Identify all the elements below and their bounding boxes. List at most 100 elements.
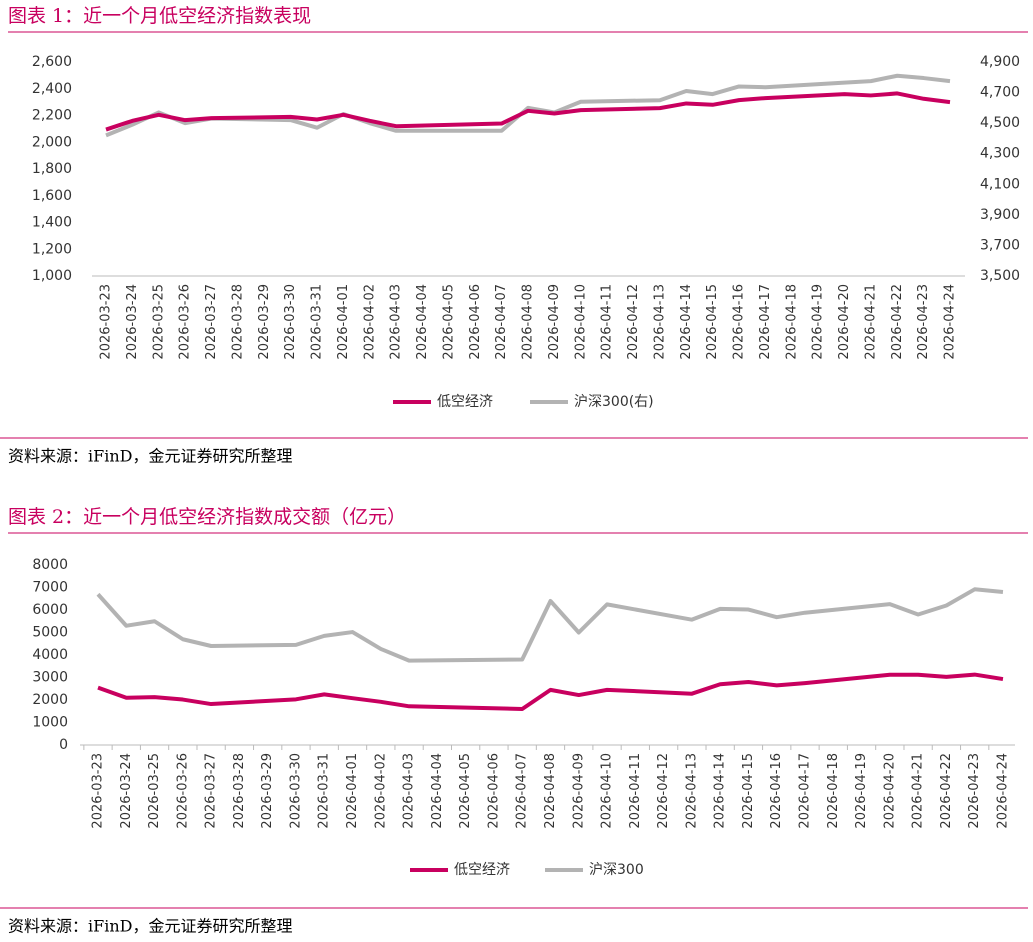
series-line (105, 91, 951, 132)
y-tick-label: 2,200 (32, 108, 72, 124)
x-tick-label: 2026-03-24 (119, 753, 134, 829)
x-tick-label: 2026-04-03 (402, 753, 417, 829)
y-tick-label: 0 (59, 737, 68, 753)
y2-tick-label: 3,900 (980, 207, 1020, 223)
legend-label: 低空经济 (437, 394, 493, 410)
series-line (105, 73, 951, 138)
x-tick-label: 2026-04-04 (415, 284, 430, 360)
x-tick-label: 2026-04-11 (628, 753, 643, 829)
y-tick-label: 4000 (32, 647, 68, 663)
y-tick-label: 5000 (32, 625, 68, 641)
x-tick-label: 2026-04-10 (600, 753, 615, 829)
figure-title: 图表 1：近一个月低空经济指数表现 (8, 5, 311, 27)
x-tick-label: 2026-04-16 (732, 284, 747, 360)
x-tick-label: 2026-04-15 (741, 753, 756, 829)
x-tick-label: 2026-04-12 (656, 753, 671, 829)
y-tick-label: 1,600 (32, 188, 72, 204)
y-tick-label: 6000 (32, 602, 68, 618)
x-tick-label: 2026-04-21 (863, 284, 878, 360)
x-tick-label: 2026-04-09 (547, 284, 562, 360)
x-tick-label: 2026-04-12 (626, 284, 641, 360)
x-tick-label: 2026-04-17 (798, 753, 813, 829)
y-tick-label: 2,000 (32, 134, 72, 150)
x-tick-label: 2026-04-23 (916, 284, 931, 360)
x-tick-label: 2026-04-24 (995, 753, 1010, 829)
x-tick-label: 2026-03-28 (230, 284, 245, 360)
x-tick-label: 2026-04-02 (362, 284, 377, 360)
x-tick-label: 2026-04-13 (684, 753, 699, 829)
x-tick-label: 2026-03-26 (175, 753, 190, 829)
x-tick-label: 2026-04-18 (826, 753, 841, 829)
x-tick-label: 2026-04-07 (515, 753, 530, 829)
x-tick-label: 2026-04-01 (336, 284, 351, 360)
x-tick-label: 2026-04-08 (521, 284, 536, 360)
x-tick-label: 2026-04-10 (573, 284, 588, 360)
y-tick-label: 1,400 (32, 215, 72, 231)
series-line (97, 672, 1004, 711)
x-tick-label: 2026-04-05 (441, 284, 456, 360)
x-tick-label: 2026-04-01 (345, 753, 360, 829)
y2-tick-label: 4,900 (980, 54, 1020, 70)
x-tick-label: 2026-04-22 (890, 284, 905, 360)
x-tick-label: 2026-04-22 (939, 753, 954, 829)
y2-tick-label: 4,700 (980, 85, 1020, 101)
x-tick-label: 2026-03-27 (204, 284, 219, 360)
x-tick-label: 2026-03-23 (91, 753, 106, 829)
x-tick-label: 2026-04-18 (784, 284, 799, 360)
y-tick-label: 7000 (32, 580, 68, 596)
x-tick-label: 2026-04-16 (769, 753, 784, 829)
x-tick-label: 2026-03-28 (232, 753, 247, 829)
series-line (96, 587, 1004, 663)
y-tick-label: 1000 (32, 715, 68, 731)
x-tick-label: 2026-04-14 (679, 284, 694, 360)
x-tick-label: 2026-04-23 (967, 753, 982, 829)
x-tick-label: 2026-04-19 (854, 753, 869, 829)
y-tick-label: 2,400 (32, 81, 72, 97)
x-tick-label: 2026-03-23 (99, 284, 114, 360)
x-tick-label: 2026-03-31 (310, 284, 325, 360)
x-tick-label: 2026-03-24 (125, 284, 140, 360)
x-tick-label: 2026-04-06 (468, 284, 483, 360)
x-tick-label: 2026-04-21 (911, 753, 926, 829)
legend-label: 低空经济 (454, 862, 510, 878)
figure-title: 图表 2：近一个月低空经济指数成交额（亿元） (8, 506, 406, 528)
y-tick-label: 8000 (32, 557, 68, 573)
x-tick-label: 2026-03-27 (204, 753, 219, 829)
x-tick-label: 2026-04-03 (389, 284, 404, 360)
x-tick-label: 2026-03-31 (317, 753, 332, 829)
x-tick-label: 2026-03-30 (283, 284, 298, 360)
x-tick-label: 2026-04-13 (652, 284, 667, 360)
y-tick-label: 1,000 (32, 268, 72, 284)
x-tick-label: 2026-04-14 (713, 753, 728, 829)
x-tick-label: 2026-04-17 (758, 284, 773, 360)
x-tick-label: 2026-04-06 (486, 753, 501, 829)
x-tick-label: 2026-04-20 (837, 284, 852, 360)
legend-label: 沪深300 (589, 862, 644, 878)
source-note: 资料来源：iFinD，金元证券研究所整理 (8, 447, 292, 466)
x-tick-label: 2026-03-29 (260, 753, 275, 829)
x-tick-label: 2026-04-02 (373, 753, 388, 829)
x-tick-label: 2026-04-09 (571, 753, 586, 829)
y-tick-label: 3000 (32, 670, 68, 686)
y-tick-label: 2,600 (32, 54, 72, 70)
y2-tick-label: 4,300 (980, 146, 1020, 162)
x-tick-label: 2026-03-29 (257, 284, 272, 360)
y2-tick-label: 3,500 (980, 268, 1020, 284)
x-tick-label: 2026-04-07 (494, 284, 509, 360)
x-tick-label: 2026-04-05 (458, 753, 473, 829)
x-tick-label: 2026-04-20 (882, 753, 897, 829)
x-tick-label: 2026-04-04 (430, 753, 445, 829)
x-tick-label: 2026-04-11 (600, 284, 615, 360)
source-note: 资料来源：iFinD，金元证券研究所整理 (8, 917, 292, 936)
x-tick-label: 2026-04-24 (943, 284, 958, 360)
y2-tick-label: 4,100 (980, 176, 1020, 192)
y-tick-label: 2000 (32, 692, 68, 708)
x-tick-label: 2026-03-25 (151, 284, 166, 360)
x-tick-label: 2026-04-08 (543, 753, 558, 829)
x-tick-label: 2026-03-25 (147, 753, 162, 829)
y-tick-label: 1,800 (32, 161, 72, 177)
x-tick-label: 2026-03-26 (178, 284, 193, 360)
y2-tick-label: 4,500 (980, 115, 1020, 131)
legend-label: 沪深300(右) (574, 394, 654, 410)
